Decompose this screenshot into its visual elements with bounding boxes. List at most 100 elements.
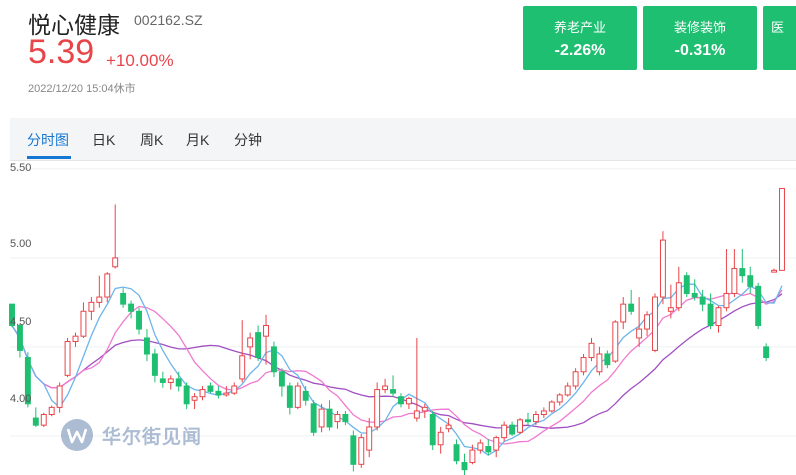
candle-body xyxy=(398,396,404,405)
wallstreetcn-logo-icon xyxy=(61,419,93,451)
candle-body xyxy=(120,292,127,305)
candle-body xyxy=(136,310,142,330)
y-tick-label: 4.00 xyxy=(10,393,32,405)
tab-intraday[interactable]: 分时图 xyxy=(27,132,69,148)
candle-body xyxy=(72,335,79,343)
candle-body xyxy=(572,371,579,387)
candle-body xyxy=(263,325,269,337)
tab-minute[interactable]: 分钟 xyxy=(234,132,262,148)
candle-body xyxy=(247,337,254,348)
candle-body xyxy=(405,397,412,405)
candle-body xyxy=(429,413,436,446)
candle-body xyxy=(723,292,730,309)
candle-body xyxy=(56,385,63,408)
candle-body xyxy=(421,406,428,412)
tab-monthly-k[interactable]: 月K xyxy=(186,132,210,148)
y-tick-label: 5.00 xyxy=(10,238,32,250)
candle-body xyxy=(159,378,166,383)
candle-body xyxy=(540,410,547,415)
candle-body xyxy=(358,437,365,465)
candle-body xyxy=(40,413,47,426)
candle-body xyxy=(366,426,373,451)
candle-body xyxy=(310,403,317,433)
candle-body xyxy=(691,292,698,298)
candle-body xyxy=(548,401,555,412)
candle-body xyxy=(445,424,452,430)
candle-body xyxy=(183,385,190,405)
sector-name: 医 xyxy=(771,20,785,35)
stock-name: 悦心健康 xyxy=(28,12,120,38)
candle-body xyxy=(659,239,666,298)
tab-daily-k[interactable]: 日K xyxy=(92,132,116,148)
candle-body xyxy=(477,442,484,451)
candle-body xyxy=(517,419,524,433)
candle-body xyxy=(604,353,611,366)
candle-body xyxy=(699,296,706,305)
candle-body xyxy=(485,446,492,453)
candlestick-chart[interactable] xyxy=(0,160,796,475)
candle-body xyxy=(191,396,198,401)
candle-body xyxy=(374,389,381,428)
current-price: 5.39 xyxy=(28,33,95,71)
y-tick-label: 5.50 xyxy=(10,162,32,174)
candle-body xyxy=(24,357,31,405)
candle-body xyxy=(628,303,635,312)
candle-body xyxy=(278,371,285,387)
candle-body xyxy=(215,390,222,396)
stock-code: 002162.SZ xyxy=(134,12,203,28)
candle-body xyxy=(88,301,95,312)
candle-body xyxy=(382,385,389,391)
candle-body xyxy=(620,303,627,323)
candle-body xyxy=(636,328,643,339)
tab-weekly-k[interactable]: 周K xyxy=(140,132,164,148)
candle-body xyxy=(453,444,460,462)
candle-body xyxy=(715,307,722,327)
candle-body xyxy=(207,385,214,392)
candle-body xyxy=(302,390,309,401)
candle-body xyxy=(334,413,341,423)
candle-body xyxy=(652,296,658,351)
watermark-text: 华尔街见闻 xyxy=(102,425,203,448)
candle-body xyxy=(128,303,135,312)
ma20-line xyxy=(11,293,783,429)
sector-card-medical[interactable]: 医 xyxy=(763,6,796,70)
candle-body xyxy=(763,346,770,359)
candle-body xyxy=(175,378,182,387)
trade-timestamp: 2022/12/20 15:04休市 xyxy=(28,83,136,95)
candle-body xyxy=(167,378,174,383)
candle-body xyxy=(612,321,619,362)
sector-card-elderly-care[interactable]: 养老产业 -2.26% xyxy=(523,6,637,70)
candle-body xyxy=(683,275,690,294)
watermark: 华尔街见闻 xyxy=(60,418,202,452)
candle-body xyxy=(501,424,508,439)
candle-body xyxy=(437,431,444,446)
candle-body xyxy=(239,355,246,380)
sector-name: 养老产业 xyxy=(553,20,606,35)
candle-body xyxy=(326,408,333,428)
candle-body xyxy=(231,385,238,394)
candle-body xyxy=(48,406,55,415)
candle-body xyxy=(390,389,396,394)
candle-body xyxy=(199,389,206,398)
candle-body xyxy=(469,449,476,464)
sector-change: -0.31% xyxy=(674,42,726,59)
candle-body xyxy=(509,424,516,435)
sector-change: -2.26% xyxy=(554,42,606,59)
candle-body xyxy=(564,385,571,396)
sector-name: 装修装饰 xyxy=(673,20,726,35)
candle-body xyxy=(675,282,682,309)
sector-card-decoration[interactable]: 装修装饰 -0.31% xyxy=(643,6,757,70)
candle-body xyxy=(580,357,587,373)
candle-body xyxy=(588,342,595,359)
candle-body xyxy=(112,257,119,268)
candle-body xyxy=(286,385,293,408)
candle-body xyxy=(255,332,262,359)
candle-body xyxy=(493,437,500,451)
candle-body xyxy=(596,353,603,373)
candle-body xyxy=(270,346,277,373)
y-tick-label: 4.50 xyxy=(10,316,32,328)
candle-body xyxy=(223,392,230,396)
candle-body xyxy=(667,307,674,312)
candle-body xyxy=(532,413,539,423)
candle-body xyxy=(747,275,754,287)
